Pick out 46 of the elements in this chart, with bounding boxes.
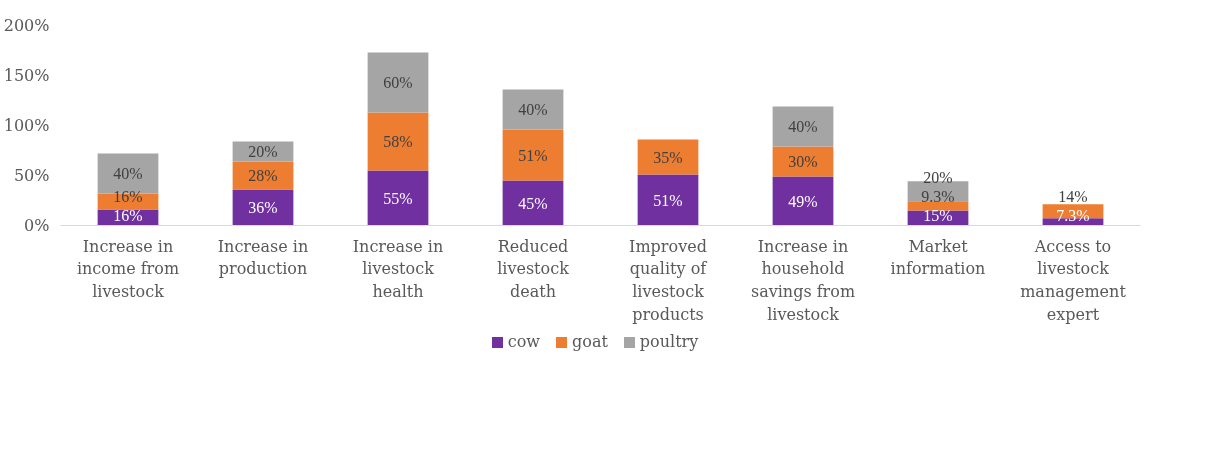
data-label: 28%: [248, 167, 278, 184]
data-label: 58%: [383, 133, 413, 150]
data-label: 49%: [788, 192, 818, 210]
y-tick-label: 150%: [3, 66, 50, 85]
data-label: 35%: [653, 148, 683, 166]
data-label: 30%: [788, 153, 818, 170]
bar: [772, 106, 834, 147]
bar: [367, 112, 429, 171]
x-tick-label: Increase in production: [217, 236, 309, 279]
x-tick-label: Reduced livestock death: [497, 236, 570, 302]
x-tick-label: Increase in household savings from livestock: [750, 236, 856, 324]
data-label: 40%: [788, 118, 818, 135]
data-label: 14%: [1058, 188, 1088, 205]
data-label: 55%: [383, 189, 413, 207]
data-label: 20%: [248, 143, 278, 160]
bar: [637, 139, 699, 175]
bar: [907, 201, 969, 211]
bar: [367, 170, 429, 226]
legend-label: goat: [571, 331, 608, 353]
x-tick-label: Market information: [890, 236, 986, 279]
y-tick-label: 0%: [24, 216, 50, 235]
bar: [367, 52, 429, 113]
x-tick-label: Increase in income from livestock: [76, 236, 180, 302]
data-label: 51%: [653, 191, 683, 209]
y-tick-label: 100%: [3, 116, 50, 135]
bar: [772, 176, 834, 226]
data-label: 9.3%: [921, 188, 955, 205]
y-tick-label: 200%: [3, 16, 50, 35]
data-label: 45%: [518, 194, 548, 212]
data-label: 40%: [113, 165, 143, 182]
legend-label: poultry: [638, 331, 699, 353]
data-label: 16%: [113, 207, 143, 224]
bar: [502, 180, 564, 226]
legend-label: cow: [506, 331, 541, 353]
x-tick-label: Access to livestock management expert: [1020, 236, 1127, 324]
data-label: 20%: [923, 169, 953, 186]
bar: [502, 89, 564, 130]
bar: [502, 129, 564, 181]
data-label: 51%: [518, 146, 548, 164]
y-tick-label: 50%: [13, 166, 50, 185]
bar: [637, 174, 699, 226]
x-tick-label: Increase in livestock health: [352, 236, 444, 302]
data-label: 60%: [383, 74, 413, 91]
data-label: 15%: [923, 207, 953, 224]
data-label: 40%: [518, 101, 548, 118]
data-label: 36%: [248, 199, 278, 216]
